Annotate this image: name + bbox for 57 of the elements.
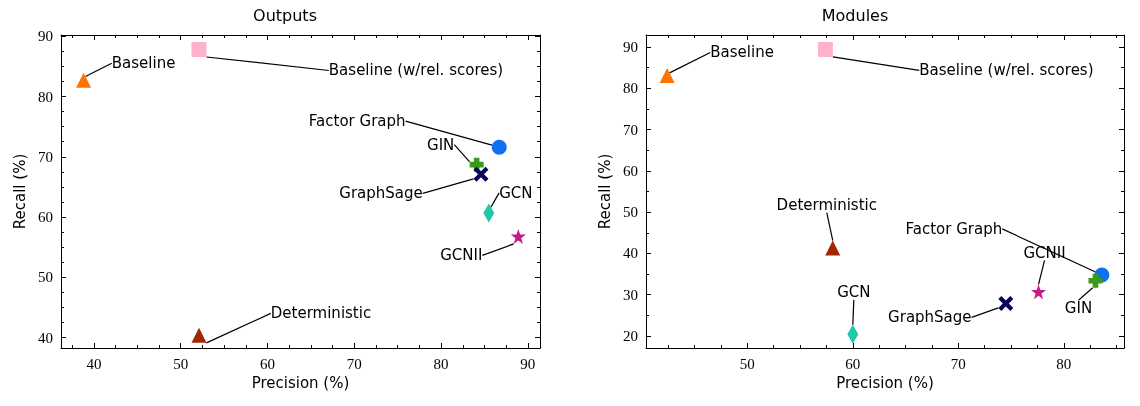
series-label: GCN xyxy=(499,183,533,202)
text: Baseline xyxy=(710,43,774,62)
series-label: Baseline xyxy=(111,54,176,73)
chart-title: Outputs xyxy=(253,5,317,25)
point xyxy=(825,240,841,256)
x-tick-label: 40 xyxy=(86,355,102,372)
point xyxy=(659,67,675,83)
x-tick-label: 50 xyxy=(739,355,755,372)
text: Factor Graph xyxy=(905,219,1003,238)
y-tick-label: 70 xyxy=(623,121,638,138)
text: Deterministic xyxy=(776,196,877,215)
text: Baseline (w/rel. scores) xyxy=(919,61,1094,80)
x-tick-label: 80 xyxy=(1056,355,1072,372)
series-label: GIN xyxy=(427,135,455,154)
y-tick-label: 20 xyxy=(623,328,638,345)
x-tick-label: 80 xyxy=(433,355,449,372)
text: GraphSage xyxy=(339,184,423,203)
x-axis-title: Precision (%) xyxy=(836,374,934,393)
x-axis-title: Precision (%) xyxy=(251,374,350,393)
point xyxy=(998,295,1014,311)
point xyxy=(76,72,92,88)
y-tick-label: 80 xyxy=(38,88,53,105)
x-tick-label: 60 xyxy=(260,355,276,372)
point xyxy=(473,166,489,182)
x-tick-label: 70 xyxy=(346,355,362,372)
x-tick-label: 50 xyxy=(173,355,189,372)
point xyxy=(191,41,207,57)
x-tick-label: 60 xyxy=(845,355,861,372)
series-label: GCN xyxy=(837,283,871,302)
point xyxy=(510,228,526,244)
point xyxy=(491,139,507,155)
y-tick-label: 70 xyxy=(38,148,53,165)
text: Deterministic xyxy=(270,304,372,323)
y-tick-label: 90 xyxy=(623,38,638,55)
series-label: GIN xyxy=(1064,298,1093,317)
y-tick-label: 60 xyxy=(38,209,53,226)
y-tick-label: 40 xyxy=(623,245,638,262)
chart-title: Modules xyxy=(821,5,889,25)
y-tick-label: 60 xyxy=(623,162,638,179)
x-tick-label: 70 xyxy=(950,355,966,372)
y-tick-label: 90 xyxy=(38,28,53,45)
y-axis-title: Recall (%) xyxy=(595,153,614,230)
point xyxy=(817,41,833,57)
text: GCNII xyxy=(440,246,483,265)
y-tick-label: 50 xyxy=(38,269,53,286)
text: Factor Graph xyxy=(308,112,406,131)
y-axis-title: Recall (%) xyxy=(10,153,29,230)
series-label: GraphSage xyxy=(888,308,972,327)
point xyxy=(191,327,207,343)
x-tick-label: 90 xyxy=(520,355,536,372)
text: Baseline (w/rel. scores) xyxy=(328,61,504,80)
point xyxy=(1031,284,1047,300)
y-tick-label: 40 xyxy=(38,329,53,346)
point xyxy=(1088,273,1103,288)
y-tick-label: 80 xyxy=(623,80,638,97)
y-tick-label: 30 xyxy=(623,286,638,303)
y-tick-label: 50 xyxy=(623,204,638,221)
